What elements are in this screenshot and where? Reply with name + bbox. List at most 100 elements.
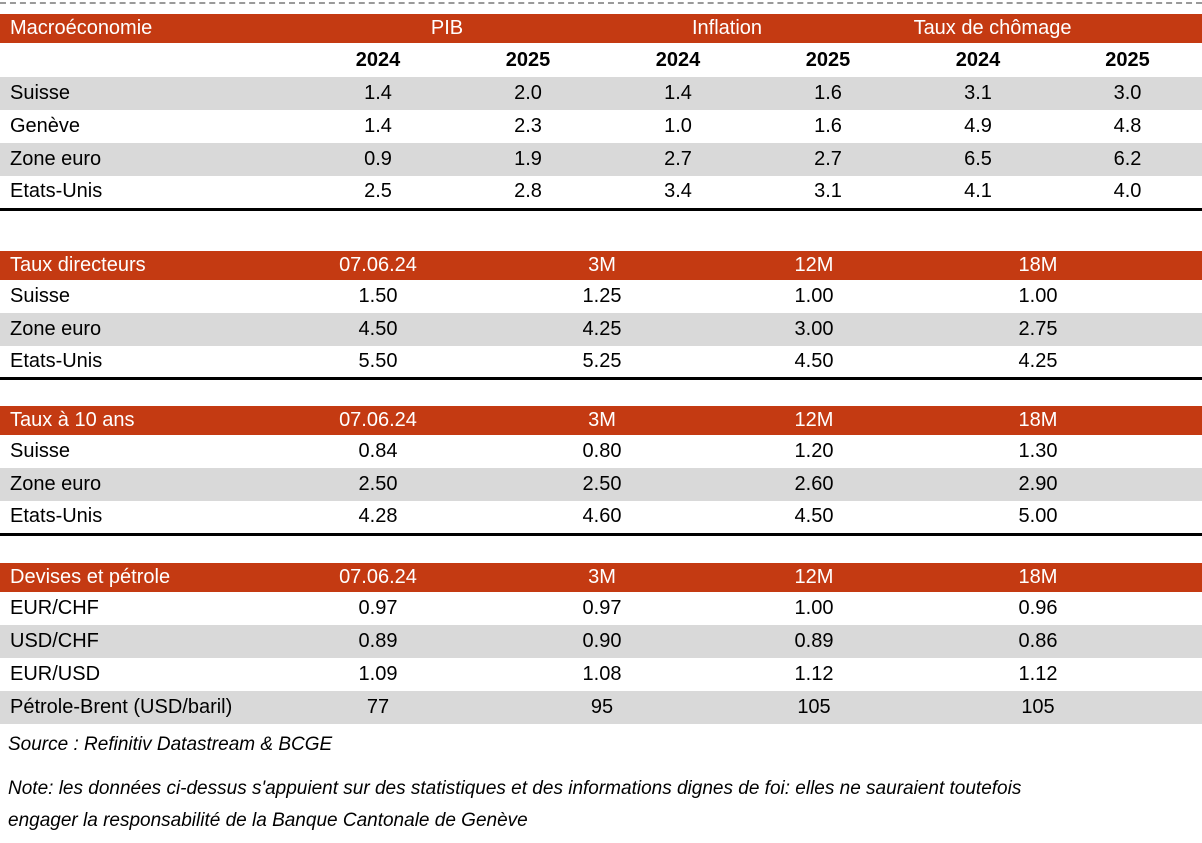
taux-10-ans-table: Taux à 10 ans 07.06.24 3M 12M 18M Suisse… — [0, 406, 1202, 536]
year-header: 2025 — [1105, 48, 1150, 71]
cell-value: 0.86 — [1018, 629, 1058, 652]
cell-value: 6.5 — [964, 148, 992, 170]
year-header: 2025 — [505, 48, 551, 71]
table-row: USD/CHF 0.89 0.90 0.89 0.86 — [0, 624, 1202, 658]
cell-value: 1.09 — [358, 662, 398, 685]
cell-value: 2.3 — [514, 115, 542, 137]
disclaimer-line-1: Note: les données ci-dessus s'appuient s… — [8, 777, 1022, 799]
cell-value: 5.00 — [1018, 505, 1058, 528]
cell-value: 0.80 — [582, 440, 622, 462]
row-label: Zone euro — [10, 148, 102, 170]
cell-value: 3.1 — [964, 82, 992, 104]
cell-value: 4.28 — [358, 505, 398, 528]
cell-value: 1.50 — [358, 284, 398, 307]
cell-value: 0.84 — [358, 440, 398, 462]
table-row: Zone euro 2.50 2.50 2.60 2.90 — [0, 468, 1202, 501]
year-header: 2025 — [805, 48, 851, 71]
table-row: Zone euro 0.9 1.9 2.7 2.7 6.5 6.2 — [0, 143, 1202, 176]
table-row: Genève 1.4 2.3 1.0 1.6 4.9 4.8 — [0, 110, 1202, 143]
cell-value: 0.9 — [364, 148, 392, 170]
cell-value: 1.08 — [582, 662, 622, 685]
cell-value: 1.4 — [664, 82, 692, 104]
cell-value: 3.0 — [1113, 82, 1142, 104]
row-label: USD/CHF — [10, 629, 99, 652]
table-row: Etats-Unis 2.5 2.8 3.4 3.1 4.1 4.0 — [0, 176, 1202, 209]
cell-value: 0.96 — [1018, 596, 1058, 619]
table-row: EUR/CHF 0.97 0.97 1.00 0.96 — [0, 592, 1202, 625]
cell-value: 1.6 — [814, 82, 842, 104]
cell-value: 4.1 — [964, 180, 992, 203]
cell-value: 105 — [1021, 695, 1055, 718]
devises-petrole-table: Devises et pétrole 07.06.24 3M 12M 18M E… — [0, 562, 1202, 724]
cell-value: 0.89 — [794, 629, 834, 652]
group-header-pib: PIB — [303, 14, 603, 43]
row-label: Suisse — [10, 440, 71, 462]
cell-value: 0.89 — [358, 629, 398, 652]
cell-value: 1.00 — [1018, 284, 1058, 307]
row-label: Suisse — [10, 82, 71, 104]
cell-value: 2.90 — [1018, 473, 1058, 495]
filler-cell — [1176, 501, 1202, 534]
table-header-row: Devises et pétrole 07.06.24 3M 12M 18M — [0, 562, 1202, 592]
cell-value: 1.6 — [814, 115, 842, 137]
cell-value: 1.12 — [1018, 662, 1058, 685]
cell-value: 95 — [590, 695, 614, 718]
table-title: Taux à 10 ans — [0, 406, 280, 435]
cell-value: 1.0 — [664, 115, 692, 137]
column-header-3m: 3M — [476, 406, 728, 435]
cell-value: 1.4 — [364, 82, 392, 104]
cell-value: 2.60 — [794, 473, 834, 495]
row-label: Suisse — [10, 284, 71, 307]
table-row: EUR/USD 1.09 1.08 1.12 1.12 — [0, 658, 1202, 691]
filler-cell — [1176, 313, 1202, 346]
cell-value: 77 — [366, 695, 390, 718]
table-header-row: Taux directeurs 07.06.24 3M 12M 18M — [0, 250, 1202, 280]
table-title: Devises et pétrole — [0, 562, 280, 592]
cell-value: 1.9 — [514, 148, 542, 170]
year-header: 2024 — [955, 48, 1001, 71]
cell-value: 1.12 — [794, 662, 834, 685]
cell-value: 0.90 — [582, 629, 622, 652]
row-label: EUR/USD — [10, 662, 101, 685]
filler-cell — [1176, 250, 1202, 280]
table-title: Taux directeurs — [0, 250, 280, 280]
row-label: Zone euro — [10, 473, 102, 495]
disclaimer-line-2: engager la responsabilité de la Banque C… — [8, 809, 528, 831]
cell-value: 4.60 — [582, 505, 622, 528]
table-header-row: Macroéconomie PIB Inflation Taux de chôm… — [0, 14, 1202, 43]
column-header-18m: 18M — [900, 406, 1176, 435]
filler-cell — [1176, 468, 1202, 501]
row-label: Pétrole-Brent (USD/baril) — [10, 695, 233, 718]
column-header-date: 07.06.24 — [280, 562, 476, 592]
cell-value: 3.1 — [814, 180, 842, 203]
cell-value: 4.50 — [794, 349, 834, 372]
cell-value: 2.8 — [514, 180, 542, 203]
row-label: Etats-Unis — [10, 349, 103, 372]
cell-value: 3.00 — [794, 317, 834, 340]
cell-value: 2.7 — [814, 148, 842, 170]
cell-value: 1.25 — [582, 284, 622, 307]
source-note: Source : Refinitiv Datastream & BCGE — [8, 733, 333, 755]
table-row: Suisse 1.4 2.0 1.4 1.6 3.1 3.0 — [0, 77, 1202, 110]
column-header-date: 07.06.24 — [280, 250, 476, 280]
cell-value: 4.25 — [1018, 349, 1058, 372]
table-header-row: Taux à 10 ans 07.06.24 3M 12M 18M — [0, 406, 1202, 435]
cell-value: 2.0 — [514, 82, 542, 104]
empty-cell — [0, 43, 303, 77]
cell-value: 4.9 — [964, 115, 992, 137]
column-header-12m: 12M — [728, 562, 900, 592]
column-header-18m: 18M — [900, 562, 1176, 592]
year-header-row: 2024 2025 2024 2025 2024 2025 — [0, 43, 1202, 77]
filler-cell — [1176, 346, 1202, 379]
disclaimer-note: Note: les données ci-dessus s'appuient s… — [0, 773, 1202, 837]
filler-cell — [1176, 280, 1202, 313]
table-row: Etats-Unis 4.28 4.60 4.50 5.00 — [0, 501, 1202, 534]
cell-value: 1.4 — [364, 115, 392, 137]
filler-cell — [1176, 625, 1202, 658]
filler-cell — [1176, 592, 1202, 625]
column-header-3m: 3M — [476, 562, 728, 592]
row-label: Etats-Unis — [10, 180, 103, 203]
table-title: Macroéconomie — [0, 14, 303, 43]
cell-value: 4.50 — [794, 505, 834, 528]
column-header-12m: 12M — [728, 406, 900, 435]
